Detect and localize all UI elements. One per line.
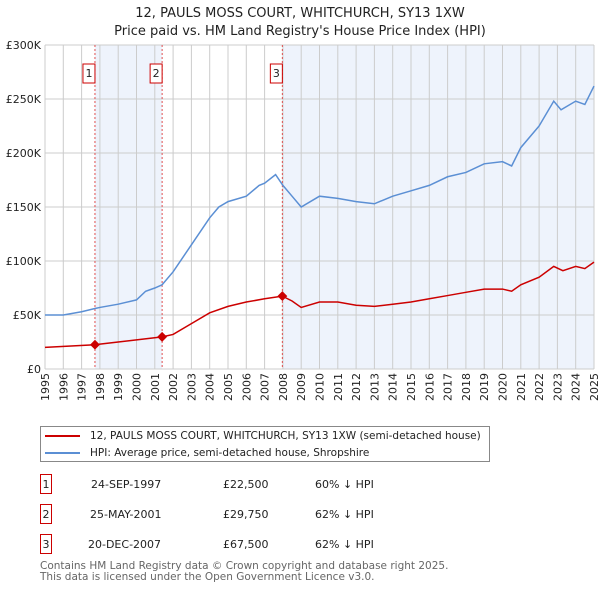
property-line <box>44 261 595 349</box>
x-tick-label: 2004 <box>204 373 217 401</box>
sale-price: £29,750 <box>223 507 269 521</box>
y-tick-label: £100K <box>6 255 42 268</box>
sale-row: 3 20-DEC-2007 £67,500 62% ↓ HPI <box>40 534 540 554</box>
x-tick-label: 2022 <box>533 373 546 401</box>
hpi-line <box>45 85 595 316</box>
x-tick-label: 2009 <box>295 373 308 401</box>
x-tick-label: 1999 <box>112 373 125 401</box>
x-tick-label: 2010 <box>314 373 327 401</box>
sale-hpi: 60% ↓ HPI <box>315 477 374 491</box>
x-tick-label: 1998 <box>94 373 107 401</box>
sale-price: £67,500 <box>223 537 269 551</box>
sale-date: 20-DEC-2007 <box>88 537 162 551</box>
sale-point <box>277 291 288 302</box>
x-tick-label: 2019 <box>478 373 491 401</box>
sale-marker-badge: 2 <box>40 504 52 524</box>
footer-licence: This data is licensed under the Open Gov… <box>40 571 375 583</box>
sale-row: 1 24-SEP-1997 £22,500 60% ↓ HPI <box>40 474 540 494</box>
x-tick-label: 2017 <box>442 373 455 401</box>
x-tick-label: 2007 <box>259 373 272 401</box>
x-tick-label: 1995 <box>39 373 52 401</box>
subtitle: Price paid vs. HM Land Registry's House … <box>114 24 486 39</box>
x-tick-label: 2003 <box>185 373 198 401</box>
sale-hpi: 62% ↓ HPI <box>315 537 374 551</box>
sale-label-box <box>82 63 96 84</box>
x-tick-label: 2024 <box>570 373 583 401</box>
x-tick-label: 1996 <box>57 373 70 401</box>
x-tick-label: 2016 <box>423 373 436 401</box>
sale-label-box <box>269 63 283 84</box>
legend: 12, PAULS MOSS COURT, WHITCHURCH, SY13 1… <box>40 426 490 462</box>
x-tick-label: 2014 <box>387 373 400 401</box>
x-tick-label: 2002 <box>167 373 180 401</box>
sale-label: 2 <box>153 67 160 80</box>
sale-date: 25-MAY-2001 <box>90 507 162 521</box>
x-tick-label: 2005 <box>222 373 235 401</box>
footer-copyright: Contains HM Land Registry data © Crown c… <box>40 560 449 572</box>
y-tick-label: £300K <box>6 39 42 52</box>
y-tick-label: £150K <box>6 201 42 214</box>
x-tick-label: 2008 <box>277 373 290 401</box>
sale-label-box <box>149 63 163 84</box>
footer: Contains HM Land Registry data © Crown c… <box>40 561 448 583</box>
x-tick-label: 2020 <box>497 373 510 401</box>
y-tick-label: £0 <box>27 363 41 376</box>
x-tick-label: 2013 <box>368 373 381 401</box>
sale-label: 3 <box>273 67 280 80</box>
sale-marker-badge: 1 <box>40 474 52 494</box>
legend-property: 12, PAULS MOSS COURT, WHITCHURCH, SY13 1… <box>90 429 481 442</box>
sale-label: 1 <box>85 67 92 80</box>
x-tick-label: 1997 <box>76 373 89 401</box>
x-tick-label: 2025 <box>588 373 600 401</box>
sale-marker-badge: 3 <box>40 534 52 554</box>
title: 12, PAULS MOSS COURT, WHITCHURCH, SY13 1… <box>135 6 465 21</box>
sale-hpi: 62% ↓ HPI <box>315 507 374 521</box>
sale-point <box>157 331 168 342</box>
red-line-swatch <box>45 434 80 437</box>
x-tick-label: 2015 <box>405 373 418 401</box>
legend-hpi: HPI: Average price, semi-detached house,… <box>90 446 370 459</box>
x-tick-label: 2023 <box>551 373 564 401</box>
x-tick-label: 2001 <box>149 373 162 401</box>
x-tick-label: 2018 <box>460 373 473 401</box>
x-tick-label: 2021 <box>515 373 528 401</box>
chart-title: 12, PAULS MOSS COURT, WHITCHURCH, SY13 1… <box>0 5 600 41</box>
sale-date: 24-SEP-1997 <box>91 477 162 491</box>
y-tick-label: £200K <box>6 147 42 160</box>
blue-line-swatch <box>45 451 80 454</box>
y-tick-label: £250K <box>6 93 42 106</box>
x-tick-label: 2000 <box>131 373 144 401</box>
sale-row: 2 25-MAY-2001 £29,750 62% ↓ HPI <box>40 504 540 524</box>
y-tick-label: £50K <box>13 309 42 322</box>
x-tick-label: 2012 <box>350 373 363 401</box>
price-chart: 1995 1996 1997 1998 1999 2000 2001 2002 2003 2004… <box>6 39 600 401</box>
x-tick-label: 2006 <box>240 373 253 401</box>
x-tick-label: 2011 <box>332 373 345 401</box>
sale-price: £22,500 <box>223 477 269 491</box>
